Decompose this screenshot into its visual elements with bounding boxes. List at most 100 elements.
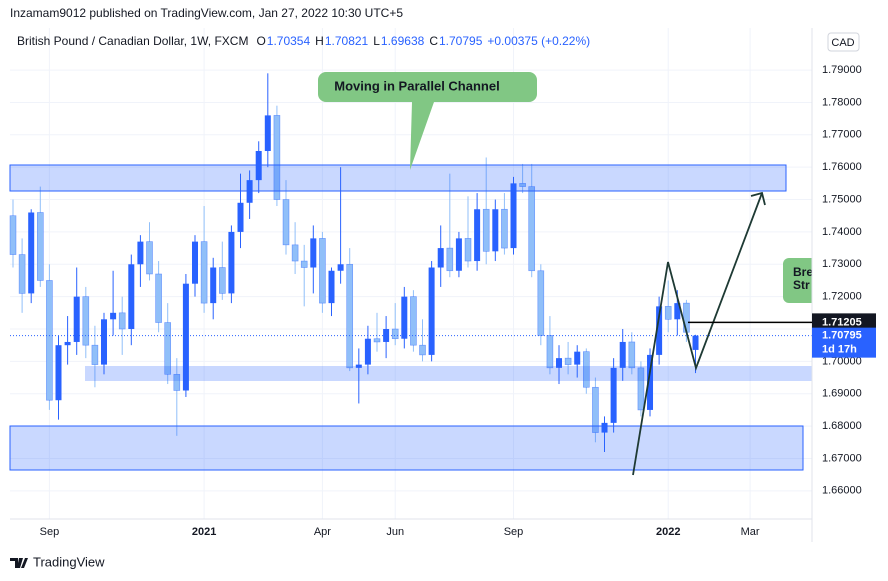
candle-body <box>282 199 290 246</box>
candle-body <box>428 267 435 355</box>
x-tick-label: 2022 <box>656 526 680 538</box>
currency: CAD <box>831 37 854 49</box>
candle-body <box>464 238 472 262</box>
candle-body <box>64 341 71 346</box>
candle-body <box>546 335 554 369</box>
candle-body <box>401 296 408 339</box>
y-tick-label: 1.79000 <box>822 64 862 76</box>
ohlc-value: 1.69638 <box>381 34 425 48</box>
candle-body <box>664 306 672 320</box>
ohlc-value: 1.70354 <box>267 34 311 48</box>
x-tick-label: Sep <box>40 526 60 538</box>
ohlc-key: H <box>315 34 324 48</box>
candle-body <box>446 247 454 272</box>
candle-body <box>228 231 235 294</box>
candle-body <box>528 186 536 272</box>
brand: TradingView <box>33 554 105 569</box>
candle-body <box>619 341 626 368</box>
last-price-label-bg <box>812 327 876 358</box>
y-tick-label: 1.72000 <box>822 291 862 303</box>
candle-body <box>55 345 62 401</box>
candle-body <box>455 238 462 271</box>
candle-body <box>46 280 53 401</box>
countdown: 1d 17h <box>822 344 857 356</box>
candle-body <box>273 115 281 200</box>
candle-body <box>355 364 362 368</box>
callout-2-text: Bre <box>793 265 813 279</box>
candle-body <box>628 341 636 369</box>
price-line-label: 1.71205 <box>822 316 862 328</box>
x-tick-label: Apr <box>314 526 331 538</box>
projection-path <box>632 192 763 476</box>
candle-body <box>391 328 399 340</box>
change: +0.00375 (+0.22%) <box>487 34 590 48</box>
candle-body <box>482 208 490 252</box>
y-tick-label: 1.70000 <box>822 355 862 367</box>
candle-body <box>182 283 189 391</box>
candle-body <box>291 244 299 262</box>
channel-zone-top <box>9 164 787 192</box>
ohlc-key: O <box>256 34 265 48</box>
candle-body <box>91 344 99 365</box>
candle-body <box>192 241 199 284</box>
candle-body <box>37 212 44 281</box>
candle-body <box>574 351 581 365</box>
candle-body <box>73 296 80 342</box>
callout <box>318 72 537 170</box>
candle-body <box>537 270 545 336</box>
last-price-label: 1.70795 <box>822 330 862 342</box>
callout-2-text: Str <box>793 278 810 292</box>
candle-body <box>683 302 690 333</box>
candle-body <box>164 322 172 375</box>
candle-body <box>492 209 499 252</box>
candle-body <box>692 335 699 350</box>
x-tick-label: Sep <box>504 526 524 538</box>
legend: British Pound / Canadian Dollar, 1W, FXC… <box>17 34 590 48</box>
ohlc-key: C <box>429 34 438 48</box>
candle-body <box>674 303 681 320</box>
arrow-head <box>750 191 766 206</box>
candle-body <box>300 260 308 268</box>
ohlc-key: L <box>373 34 380 48</box>
demand-zone <box>9 425 804 471</box>
candle-body <box>9 215 17 255</box>
candle-body <box>82 296 90 346</box>
y-tick-label: 1.77000 <box>822 129 862 141</box>
candle-body <box>328 270 335 304</box>
currency-badge[interactable] <box>827 32 860 52</box>
candle-body <box>255 150 262 181</box>
candle-body <box>173 374 181 391</box>
candle-body <box>200 241 208 304</box>
y-tick-label: 1.68000 <box>822 420 862 432</box>
candle-body <box>101 319 108 365</box>
candle-body <box>519 183 526 187</box>
candle-body <box>419 344 426 356</box>
candle-body <box>556 358 563 368</box>
candle-body <box>219 267 226 294</box>
y-tick-label: 1.66000 <box>822 485 862 497</box>
candle-body <box>510 183 517 249</box>
x-tick-label: 2021 <box>192 526 216 538</box>
candle-body <box>337 264 344 271</box>
candle-body <box>264 115 271 151</box>
y-tick-label: 1.78000 <box>822 96 862 108</box>
symbol-title: British Pound / Canadian Dollar, 1W, FXC… <box>17 34 248 48</box>
candle-body <box>647 354 654 410</box>
candle-body <box>501 208 508 249</box>
candle-body <box>656 306 663 355</box>
candle-body <box>137 241 144 265</box>
callout-text: Moving in Parallel Channel <box>334 78 499 93</box>
y-tick-label: 1.67000 <box>822 452 862 464</box>
candle-body <box>319 238 326 304</box>
candle-body <box>155 273 162 323</box>
tv-logo <box>10 558 28 568</box>
candle-body <box>364 338 371 365</box>
candle-body <box>28 212 35 294</box>
candle-body <box>383 329 390 342</box>
y-tick-label: 1.74000 <box>822 226 862 238</box>
candle-body <box>310 238 317 268</box>
x-tick-label: Mar <box>741 526 760 538</box>
ohlc-value: 1.70821 <box>325 34 369 48</box>
candle-body <box>583 351 590 388</box>
candle-body <box>592 386 599 433</box>
